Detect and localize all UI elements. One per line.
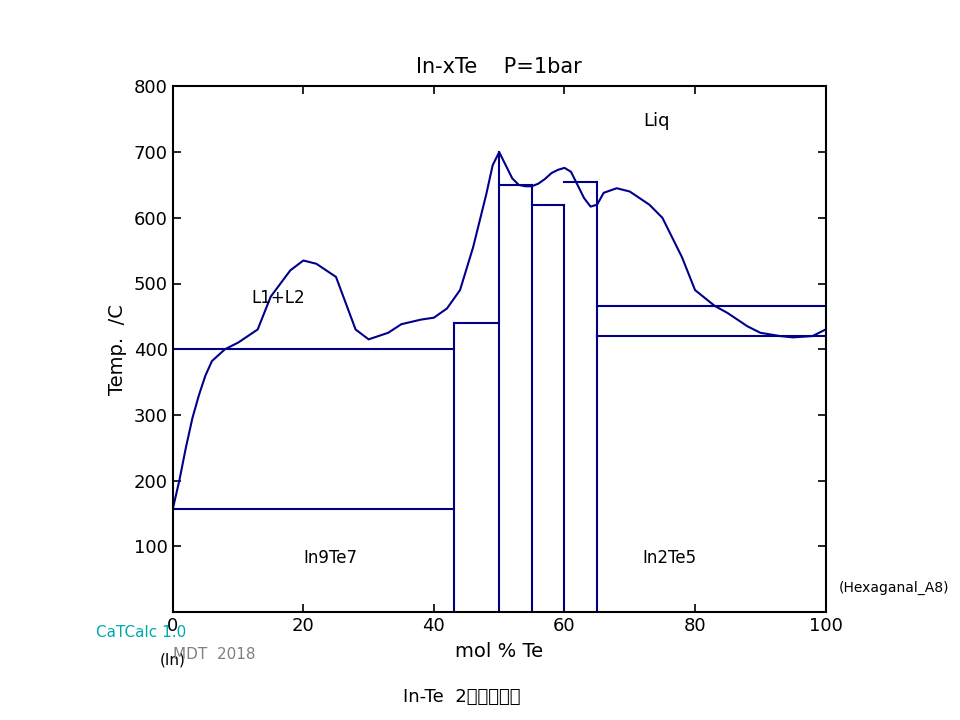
Text: In2Te5: In2Te5 [643, 549, 697, 567]
Title: In-xTe    P=1bar: In-xTe P=1bar [417, 56, 582, 76]
X-axis label: mol % Te: mol % Te [455, 642, 543, 661]
Text: In-Te  2元系状態図: In-Te 2元系状態図 [403, 688, 520, 706]
Text: L1+L2: L1+L2 [252, 289, 304, 307]
Text: Liq: Liq [643, 112, 669, 130]
Y-axis label: Temp.  /C: Temp. /C [108, 304, 127, 395]
Text: (In): (In) [159, 652, 185, 667]
Text: (Hexaganal_A8): (Hexaganal_A8) [839, 581, 949, 595]
Text: CaTCalc 1.0: CaTCalc 1.0 [96, 625, 186, 640]
Text: MDT  2018: MDT 2018 [173, 647, 255, 662]
Text: In9Te7: In9Te7 [303, 549, 357, 567]
